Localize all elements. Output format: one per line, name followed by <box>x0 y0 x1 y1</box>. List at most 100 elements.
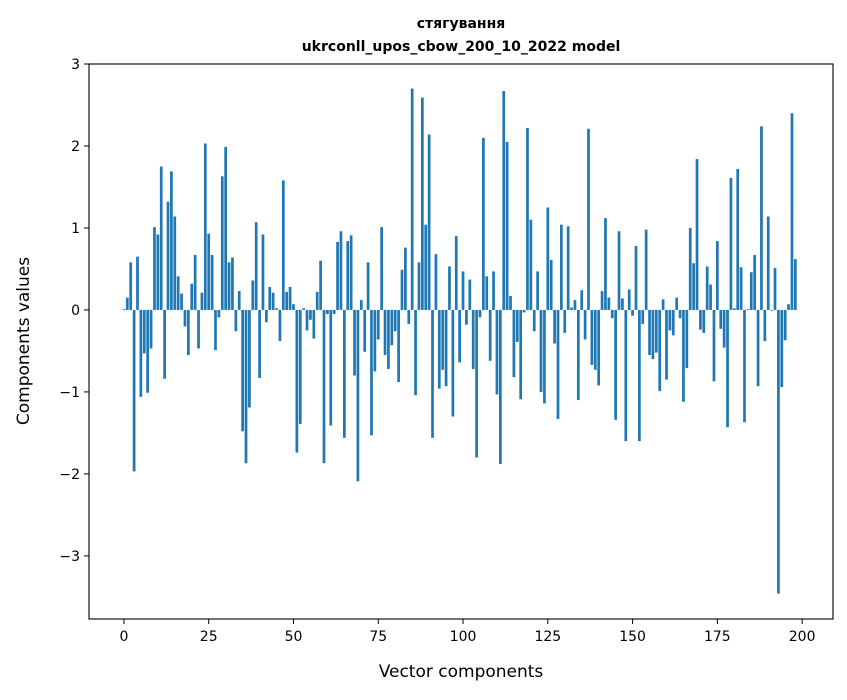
bar <box>777 309 780 594</box>
bar <box>556 309 560 419</box>
bar <box>434 254 438 310</box>
bar <box>370 309 373 436</box>
bar <box>173 216 177 310</box>
bar <box>529 219 533 310</box>
bar <box>624 309 628 442</box>
x-tick-label: 125 <box>534 629 561 645</box>
bar <box>390 309 394 346</box>
bar <box>553 309 556 344</box>
y-tick-label: 1 <box>71 221 80 237</box>
bar <box>682 309 685 402</box>
bar <box>536 271 539 310</box>
bar <box>281 180 285 310</box>
bar <box>794 259 797 310</box>
bar <box>658 309 662 392</box>
bar <box>465 309 468 325</box>
bar <box>468 279 472 310</box>
bar <box>227 262 231 310</box>
bar <box>187 309 190 356</box>
bar <box>326 309 329 315</box>
bar <box>231 257 234 310</box>
bar <box>122 309 126 310</box>
bar <box>234 309 238 332</box>
bar <box>495 309 499 395</box>
bar <box>668 309 672 331</box>
x-tick-label: 0 <box>119 629 128 645</box>
bar <box>651 309 655 360</box>
bar <box>183 309 187 327</box>
bar <box>614 309 617 420</box>
bar <box>387 309 390 369</box>
bar <box>292 304 295 310</box>
bar <box>305 309 309 331</box>
bar <box>163 309 166 379</box>
plot-frame <box>88 63 834 620</box>
bar <box>543 309 546 404</box>
bar <box>142 309 146 354</box>
chart-subtitle: ukrconll_upos_cbow_200_10_2022 model <box>302 39 621 55</box>
bar <box>261 234 265 310</box>
bar <box>210 255 214 310</box>
y-tick-label: 3 <box>71 57 80 73</box>
y-tick-label: −3 <box>59 549 80 565</box>
bar <box>566 226 570 310</box>
bar <box>526 127 529 310</box>
bar <box>699 309 702 330</box>
bar <box>607 297 611 310</box>
y-tick-label: 0 <box>71 303 80 319</box>
bar <box>342 309 346 438</box>
bar <box>488 309 492 361</box>
bar <box>180 293 183 310</box>
bar <box>207 233 211 310</box>
bar <box>732 308 736 310</box>
bar <box>264 309 268 323</box>
bar <box>705 266 709 310</box>
bar <box>349 235 353 310</box>
bar <box>661 299 665 310</box>
bar <box>638 309 641 442</box>
bar <box>278 309 282 342</box>
bar <box>621 298 624 310</box>
bar <box>580 290 584 310</box>
bar <box>268 286 272 310</box>
bar <box>590 309 594 365</box>
bar <box>671 309 675 336</box>
bar <box>203 143 207 310</box>
bar <box>770 309 773 311</box>
bar <box>427 134 431 310</box>
bar <box>404 247 407 310</box>
bar <box>376 309 380 340</box>
bar <box>478 309 482 318</box>
bar <box>244 309 248 464</box>
bar <box>532 309 536 332</box>
bar <box>458 309 461 363</box>
bar <box>332 309 336 315</box>
bar <box>634 245 638 310</box>
bar <box>716 241 719 310</box>
bar <box>254 222 258 310</box>
bar <box>702 309 706 333</box>
bar <box>125 297 129 310</box>
bar <box>617 231 621 310</box>
bar <box>515 309 519 342</box>
bar <box>756 309 760 387</box>
bar <box>437 309 441 389</box>
bar <box>726 309 729 428</box>
bar <box>224 146 228 310</box>
bar <box>685 309 689 369</box>
bar <box>129 262 133 310</box>
bar <box>159 166 163 310</box>
bar <box>522 309 526 313</box>
bar <box>773 268 777 310</box>
bar <box>753 255 757 310</box>
bar <box>383 309 387 356</box>
bar <box>749 272 753 310</box>
bar <box>593 309 597 370</box>
bar <box>729 177 733 310</box>
bar <box>397 309 400 383</box>
bar <box>190 283 194 310</box>
bar <box>170 171 173 310</box>
bar <box>339 231 343 310</box>
x-tick-label: 200 <box>789 629 816 645</box>
